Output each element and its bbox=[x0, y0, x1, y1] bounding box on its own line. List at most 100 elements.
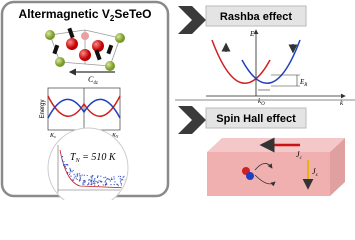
scatter-dot bbox=[88, 182, 90, 184]
scatter-dot bbox=[73, 177, 75, 179]
rashba-x-label: k bbox=[340, 99, 344, 107]
deflection-arrow bbox=[254, 163, 273, 171]
title-part: SeTeO bbox=[114, 7, 151, 21]
scatter-dot bbox=[97, 175, 99, 177]
charge-current-label: Jc bbox=[296, 150, 303, 161]
scatter-dot bbox=[120, 184, 123, 186]
scatter-dot bbox=[88, 183, 90, 185]
scatter-dot bbox=[90, 184, 92, 186]
crystal-structure bbox=[45, 27, 125, 71]
scatter-dot bbox=[70, 175, 72, 177]
spin-hall-title: Spin Hall effect bbox=[216, 113, 296, 125]
scatter-dot bbox=[76, 178, 78, 181]
scatter-dot bbox=[121, 178, 123, 180]
scatter-dot bbox=[73, 173, 75, 175]
scatter-dot bbox=[106, 178, 108, 181]
scatter-dot bbox=[91, 177, 93, 179]
scatter-dot bbox=[83, 183, 85, 185]
spin-current-label: Js bbox=[312, 167, 318, 178]
scatter-dot bbox=[79, 177, 81, 179]
scatter-dot bbox=[114, 181, 116, 183]
scatter-dot bbox=[94, 182, 96, 184]
scatter-dot bbox=[87, 184, 89, 186]
scatter-dot bbox=[93, 182, 95, 184]
scatter-dot bbox=[83, 180, 85, 182]
scatter-dot bbox=[100, 180, 102, 182]
scatter-dot bbox=[116, 183, 118, 185]
scatter-dot bbox=[94, 177, 96, 180]
scatter-dot bbox=[92, 180, 95, 183]
electron-down bbox=[246, 172, 254, 180]
scatter-dot bbox=[104, 176, 107, 178]
scatter-dot bbox=[118, 175, 120, 177]
scatter-dot bbox=[117, 185, 119, 187]
scatter-dot bbox=[89, 179, 91, 181]
band-red bbox=[47, 95, 121, 117]
deflection-arrow bbox=[254, 174, 276, 187]
title-sub: 2 bbox=[110, 14, 115, 23]
scatter-dot bbox=[103, 176, 105, 179]
band-x-right: KY bbox=[111, 133, 119, 139]
scatter-dot bbox=[120, 182, 122, 184]
scatter-dot bbox=[98, 180, 100, 182]
scatter-dot bbox=[94, 180, 96, 182]
scatter-dot bbox=[78, 180, 81, 182]
scatter-dot bbox=[91, 179, 93, 181]
title-part: Altermagnetic V bbox=[19, 7, 110, 21]
scatter-dot bbox=[72, 179, 74, 181]
scatter-dot bbox=[67, 171, 69, 174]
scatter-dot bbox=[64, 166, 67, 168]
scatter-dot bbox=[90, 176, 92, 178]
scatter-dot bbox=[87, 179, 90, 181]
scatter-dot bbox=[64, 165, 66, 167]
slab bbox=[207, 138, 345, 196]
rashba-energy-label: ER bbox=[299, 78, 307, 88]
magnifier bbox=[47, 127, 129, 209]
scatter-dot bbox=[82, 182, 84, 184]
scatter-dot bbox=[61, 159, 64, 161]
rashba-title: Rashba effect bbox=[220, 11, 292, 23]
panel-title: Altermagnetic V2SeTeO bbox=[19, 7, 152, 23]
scatter-dot bbox=[90, 179, 92, 182]
scatter-dot bbox=[74, 175, 76, 177]
scatter-inset bbox=[57, 145, 127, 196]
scatter-dot bbox=[83, 174, 85, 176]
scatter-dot bbox=[106, 177, 108, 180]
scatter-dot bbox=[65, 168, 67, 170]
scatter-dot bbox=[79, 178, 82, 180]
chevron bbox=[178, 6, 206, 34]
scatter-dot bbox=[90, 182, 93, 184]
rashba-k-label: kO bbox=[258, 97, 265, 107]
scatter-dot bbox=[122, 179, 124, 181]
scatter-dot bbox=[96, 180, 98, 183]
scatter-dot bbox=[80, 175, 82, 177]
band-blue bbox=[47, 98, 121, 119]
scatter-dot bbox=[105, 180, 107, 182]
scatter-dot bbox=[79, 173, 81, 175]
scatter-dot bbox=[69, 173, 71, 176]
scatter-dot bbox=[97, 184, 100, 187]
rashba-band-blue bbox=[241, 39, 301, 84]
scatter-dot bbox=[72, 169, 74, 172]
scatter-dot bbox=[81, 174, 83, 176]
scatter-dot bbox=[110, 178, 112, 181]
scatter-dot bbox=[79, 175, 81, 177]
scatter-dot bbox=[92, 182, 94, 184]
scatter-dot bbox=[119, 178, 121, 180]
scatter-dot bbox=[69, 167, 71, 169]
scatter-dot bbox=[91, 176, 93, 178]
chevron bbox=[178, 106, 206, 134]
scatter-dot bbox=[104, 181, 106, 183]
scatter-dot bbox=[76, 173, 78, 175]
scatter-dot bbox=[63, 161, 65, 163]
band-y-label: Energy bbox=[40, 99, 46, 118]
scatter-dot bbox=[108, 178, 110, 181]
scatter-dot bbox=[94, 184, 96, 186]
scatter-dot bbox=[93, 179, 95, 181]
scatter-dot bbox=[104, 183, 107, 185]
scatter-dot bbox=[90, 181, 92, 183]
scatter-dot bbox=[65, 163, 67, 166]
rotation-label: C4z bbox=[88, 75, 98, 86]
scatter-dot bbox=[109, 180, 111, 182]
scatter-dot bbox=[86, 174, 88, 177]
